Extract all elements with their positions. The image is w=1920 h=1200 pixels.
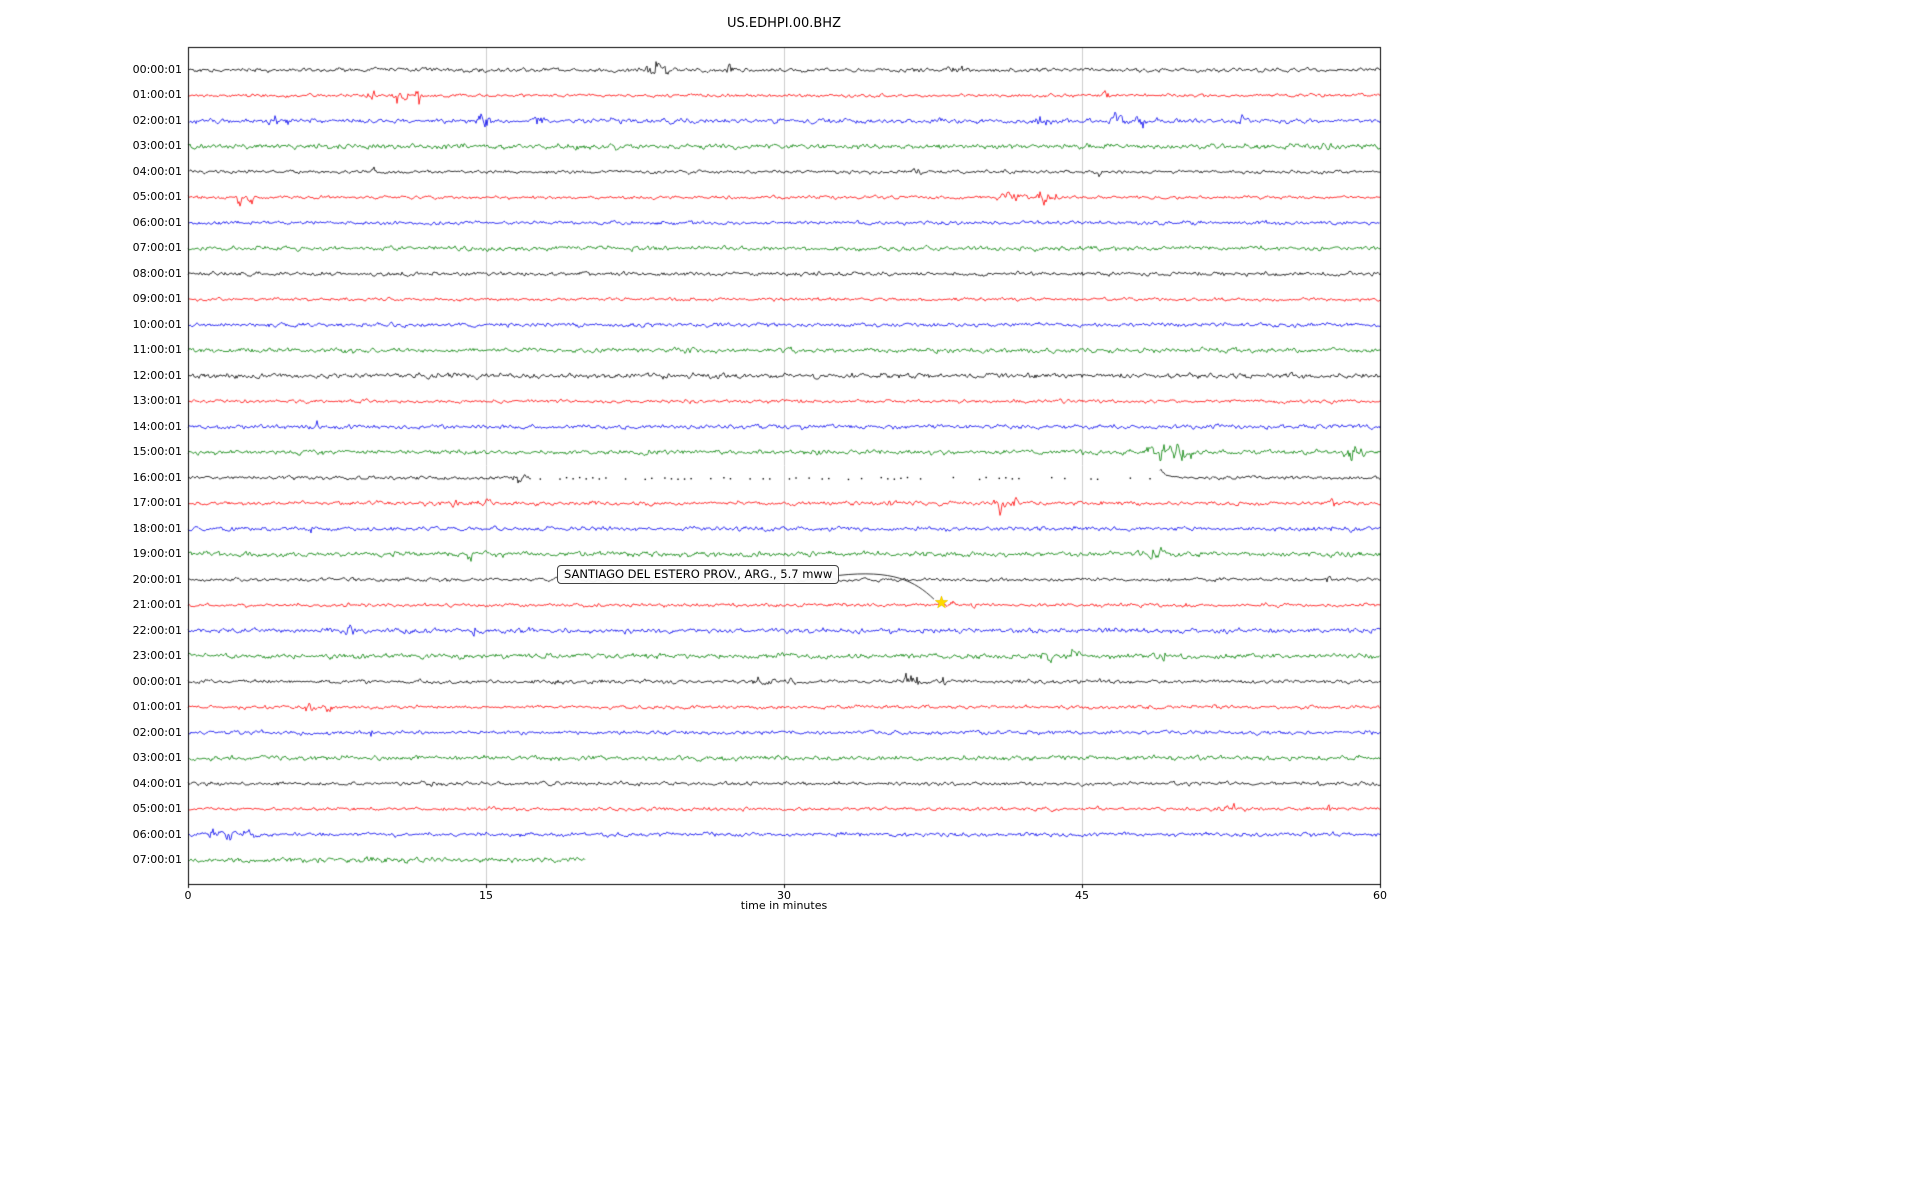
row-time-label: 01:00:01 [132, 88, 182, 102]
row-time-label: 06:00:01 [132, 827, 182, 841]
x-tick-label: 60 [1373, 889, 1387, 902]
row-time-label: 08:00:01 [132, 266, 182, 280]
row-time-label: 22:00:01 [132, 623, 182, 637]
row-time-label: 05:00:01 [132, 190, 182, 204]
row-time-label: 23:00:01 [132, 649, 182, 663]
row-time-label: 19:00:01 [132, 547, 182, 561]
row-time-label: 15:00:01 [132, 445, 182, 459]
row-time-label: 18:00:01 [132, 521, 182, 535]
row-time-label: 10:00:01 [132, 317, 182, 331]
row-time-label: 02:00:01 [132, 113, 182, 127]
event-annotation: SANTIAGO DEL ESTERO PROV., ARG., 5.7 mww [557, 565, 840, 584]
row-time-label: 00:00:01 [132, 63, 182, 76]
row-time-label: 11:00:01 [132, 343, 182, 357]
row-time-label: 09:00:01 [132, 292, 182, 306]
row-time-label: 16:00:01 [132, 470, 182, 484]
row-time-label: 01:00:01 [132, 700, 182, 714]
row-time-label: 04:00:01 [132, 776, 182, 790]
row-time-label: 07:00:01 [132, 853, 182, 866]
row-time-label: 00:00:01 [132, 674, 182, 688]
row-time-label: 17:00:01 [132, 496, 182, 510]
x-axis-label: time in minutes [740, 899, 828, 912]
row-time-label: 03:00:01 [132, 139, 182, 153]
row-time-label: 03:00:01 [132, 751, 182, 765]
x-tick-label: 30 [777, 889, 791, 902]
x-tick-label: 45 [1075, 889, 1089, 902]
row-time-label: 21:00:01 [132, 598, 182, 612]
row-time-label: 12:00:01 [132, 368, 182, 382]
row-time-label: 02:00:01 [132, 725, 182, 739]
row-time-label: 14:00:01 [132, 419, 182, 433]
row-time-label: 13:00:01 [132, 394, 182, 408]
row-time-label: 07:00:01 [132, 241, 182, 255]
row-time-label: 20:00:01 [132, 572, 182, 586]
chart-title: US.EDHPI.00.BHZ [727, 16, 841, 31]
x-tick-label: 15 [479, 889, 493, 902]
event-star-icon: ★ [933, 593, 950, 614]
row-time-label: 06:00:01 [132, 215, 182, 229]
row-time-label: 05:00:01 [132, 802, 182, 816]
x-tick-label: 0 [184, 889, 192, 902]
row-time-label: 04:00:01 [132, 164, 182, 178]
